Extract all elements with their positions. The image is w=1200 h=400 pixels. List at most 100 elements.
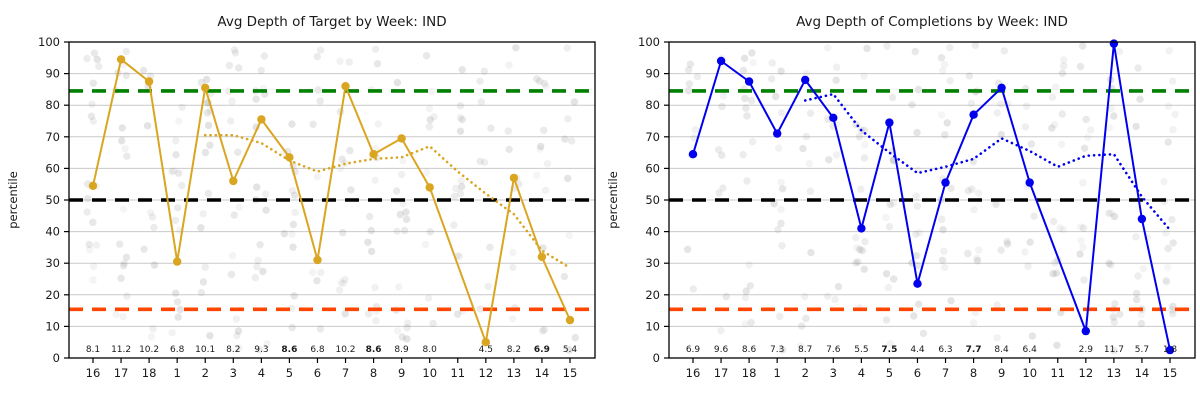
y-tick-label: 90 [645, 67, 660, 81]
scatter-point [1050, 121, 1059, 129]
scatter-point [1162, 276, 1170, 284]
scatter-point [777, 67, 785, 75]
scatter-point [117, 274, 125, 282]
scatter-point [199, 278, 208, 286]
scatter-point [1080, 276, 1088, 284]
scatter-point [799, 144, 807, 153]
scatter-point [882, 213, 890, 222]
scatter-point [140, 245, 148, 253]
x-tick-label: 9 [398, 366, 405, 380]
scatter-point [1169, 302, 1177, 311]
scatter-point [768, 59, 776, 67]
data-point-marker [173, 257, 182, 266]
scatter-point [313, 277, 321, 285]
scatter-point [824, 44, 832, 52]
scatter-point [233, 331, 241, 340]
scatter-point [336, 57, 344, 65]
scatter-point [805, 159, 813, 168]
background-scatter [83, 44, 579, 354]
scatter-point [176, 305, 184, 314]
scatter-point [912, 192, 920, 200]
scatter-point [290, 292, 298, 300]
chart-title: Avg Depth of Target by Week: IND [217, 14, 446, 30]
x-tick-label: 18 [142, 366, 157, 380]
scatter-point [398, 333, 406, 341]
scatter-point [747, 96, 756, 105]
scatter-point [568, 137, 576, 145]
scatter-point [458, 182, 466, 191]
scatter-point [345, 58, 353, 66]
scatter-point [807, 248, 815, 257]
scatter-point [915, 300, 923, 308]
scatter-point [886, 200, 894, 209]
data-point-marker [313, 255, 322, 265]
data-point-marker [1025, 178, 1034, 187]
x-tick-label: 2 [802, 366, 809, 380]
scatter-point [458, 66, 466, 74]
scatter-point [119, 313, 127, 321]
scatter-point [280, 229, 288, 238]
data-point-marker [1109, 39, 1119, 48]
scatter-point [964, 187, 973, 195]
scatter-point [1169, 239, 1177, 247]
scatter-point [939, 226, 947, 234]
data-point-marker [744, 77, 754, 86]
scatter-point [118, 124, 127, 132]
scatter-point [739, 66, 748, 75]
scatter-point [255, 346, 264, 354]
x-tick-label: 1 [774, 366, 781, 380]
scatter-point [974, 189, 983, 197]
scatter-point [1048, 124, 1056, 132]
scatter-point [1058, 110, 1066, 118]
data-point-marker [969, 110, 978, 119]
scatter-point [778, 346, 787, 354]
x-tick-label: 5 [886, 366, 893, 380]
data-point-marker [565, 315, 575, 325]
scatter-point [777, 109, 786, 117]
scatter-point [426, 116, 434, 124]
scatter-point [317, 268, 325, 277]
scatter-point [480, 67, 488, 76]
scatter-point [455, 252, 464, 261]
scatter-point [1076, 223, 1085, 231]
scatter-point [1079, 42, 1087, 50]
scatter-point [1084, 133, 1092, 142]
scatter-point [860, 154, 869, 162]
x-tick-label: 6 [914, 366, 921, 380]
scatter-point [938, 215, 946, 223]
scatter-point [1107, 261, 1115, 269]
x-tick-label: 9 [998, 366, 1005, 380]
scatter-point [253, 183, 261, 191]
scatter-point [1139, 265, 1147, 273]
data-point-marker [1165, 345, 1175, 355]
scatter-point [1057, 140, 1066, 148]
annotation-label: 7.6 [826, 345, 841, 355]
scatter-point [1052, 269, 1061, 277]
annotation-label: 11.7 [1104, 345, 1124, 355]
scatter-point [392, 187, 401, 195]
scatter-point [364, 310, 373, 318]
scatter-point [89, 79, 98, 87]
scatter-point [143, 122, 152, 130]
scatter-point [1168, 306, 1176, 314]
scatter-point [89, 276, 97, 284]
scatter-point [1049, 270, 1057, 278]
scatter-point [718, 151, 726, 159]
scatter-point [316, 324, 324, 333]
scatter-point [509, 248, 517, 257]
scatter-point [139, 66, 148, 75]
scatter-point [1169, 77, 1177, 85]
data-point-marker [144, 77, 154, 86]
data-point-marker [997, 83, 1006, 93]
y-tick-label: 0 [653, 351, 660, 365]
scatter-point [1105, 209, 1113, 217]
scatter-point [201, 263, 209, 271]
scatter-point [251, 274, 260, 282]
y-tick-label: 50 [45, 193, 60, 207]
scatter-point [973, 257, 982, 265]
x-tick-label: 4 [858, 366, 865, 380]
y-tick-label: 80 [645, 98, 660, 112]
scatter-point [1164, 102, 1173, 110]
scatter-point [422, 52, 431, 60]
